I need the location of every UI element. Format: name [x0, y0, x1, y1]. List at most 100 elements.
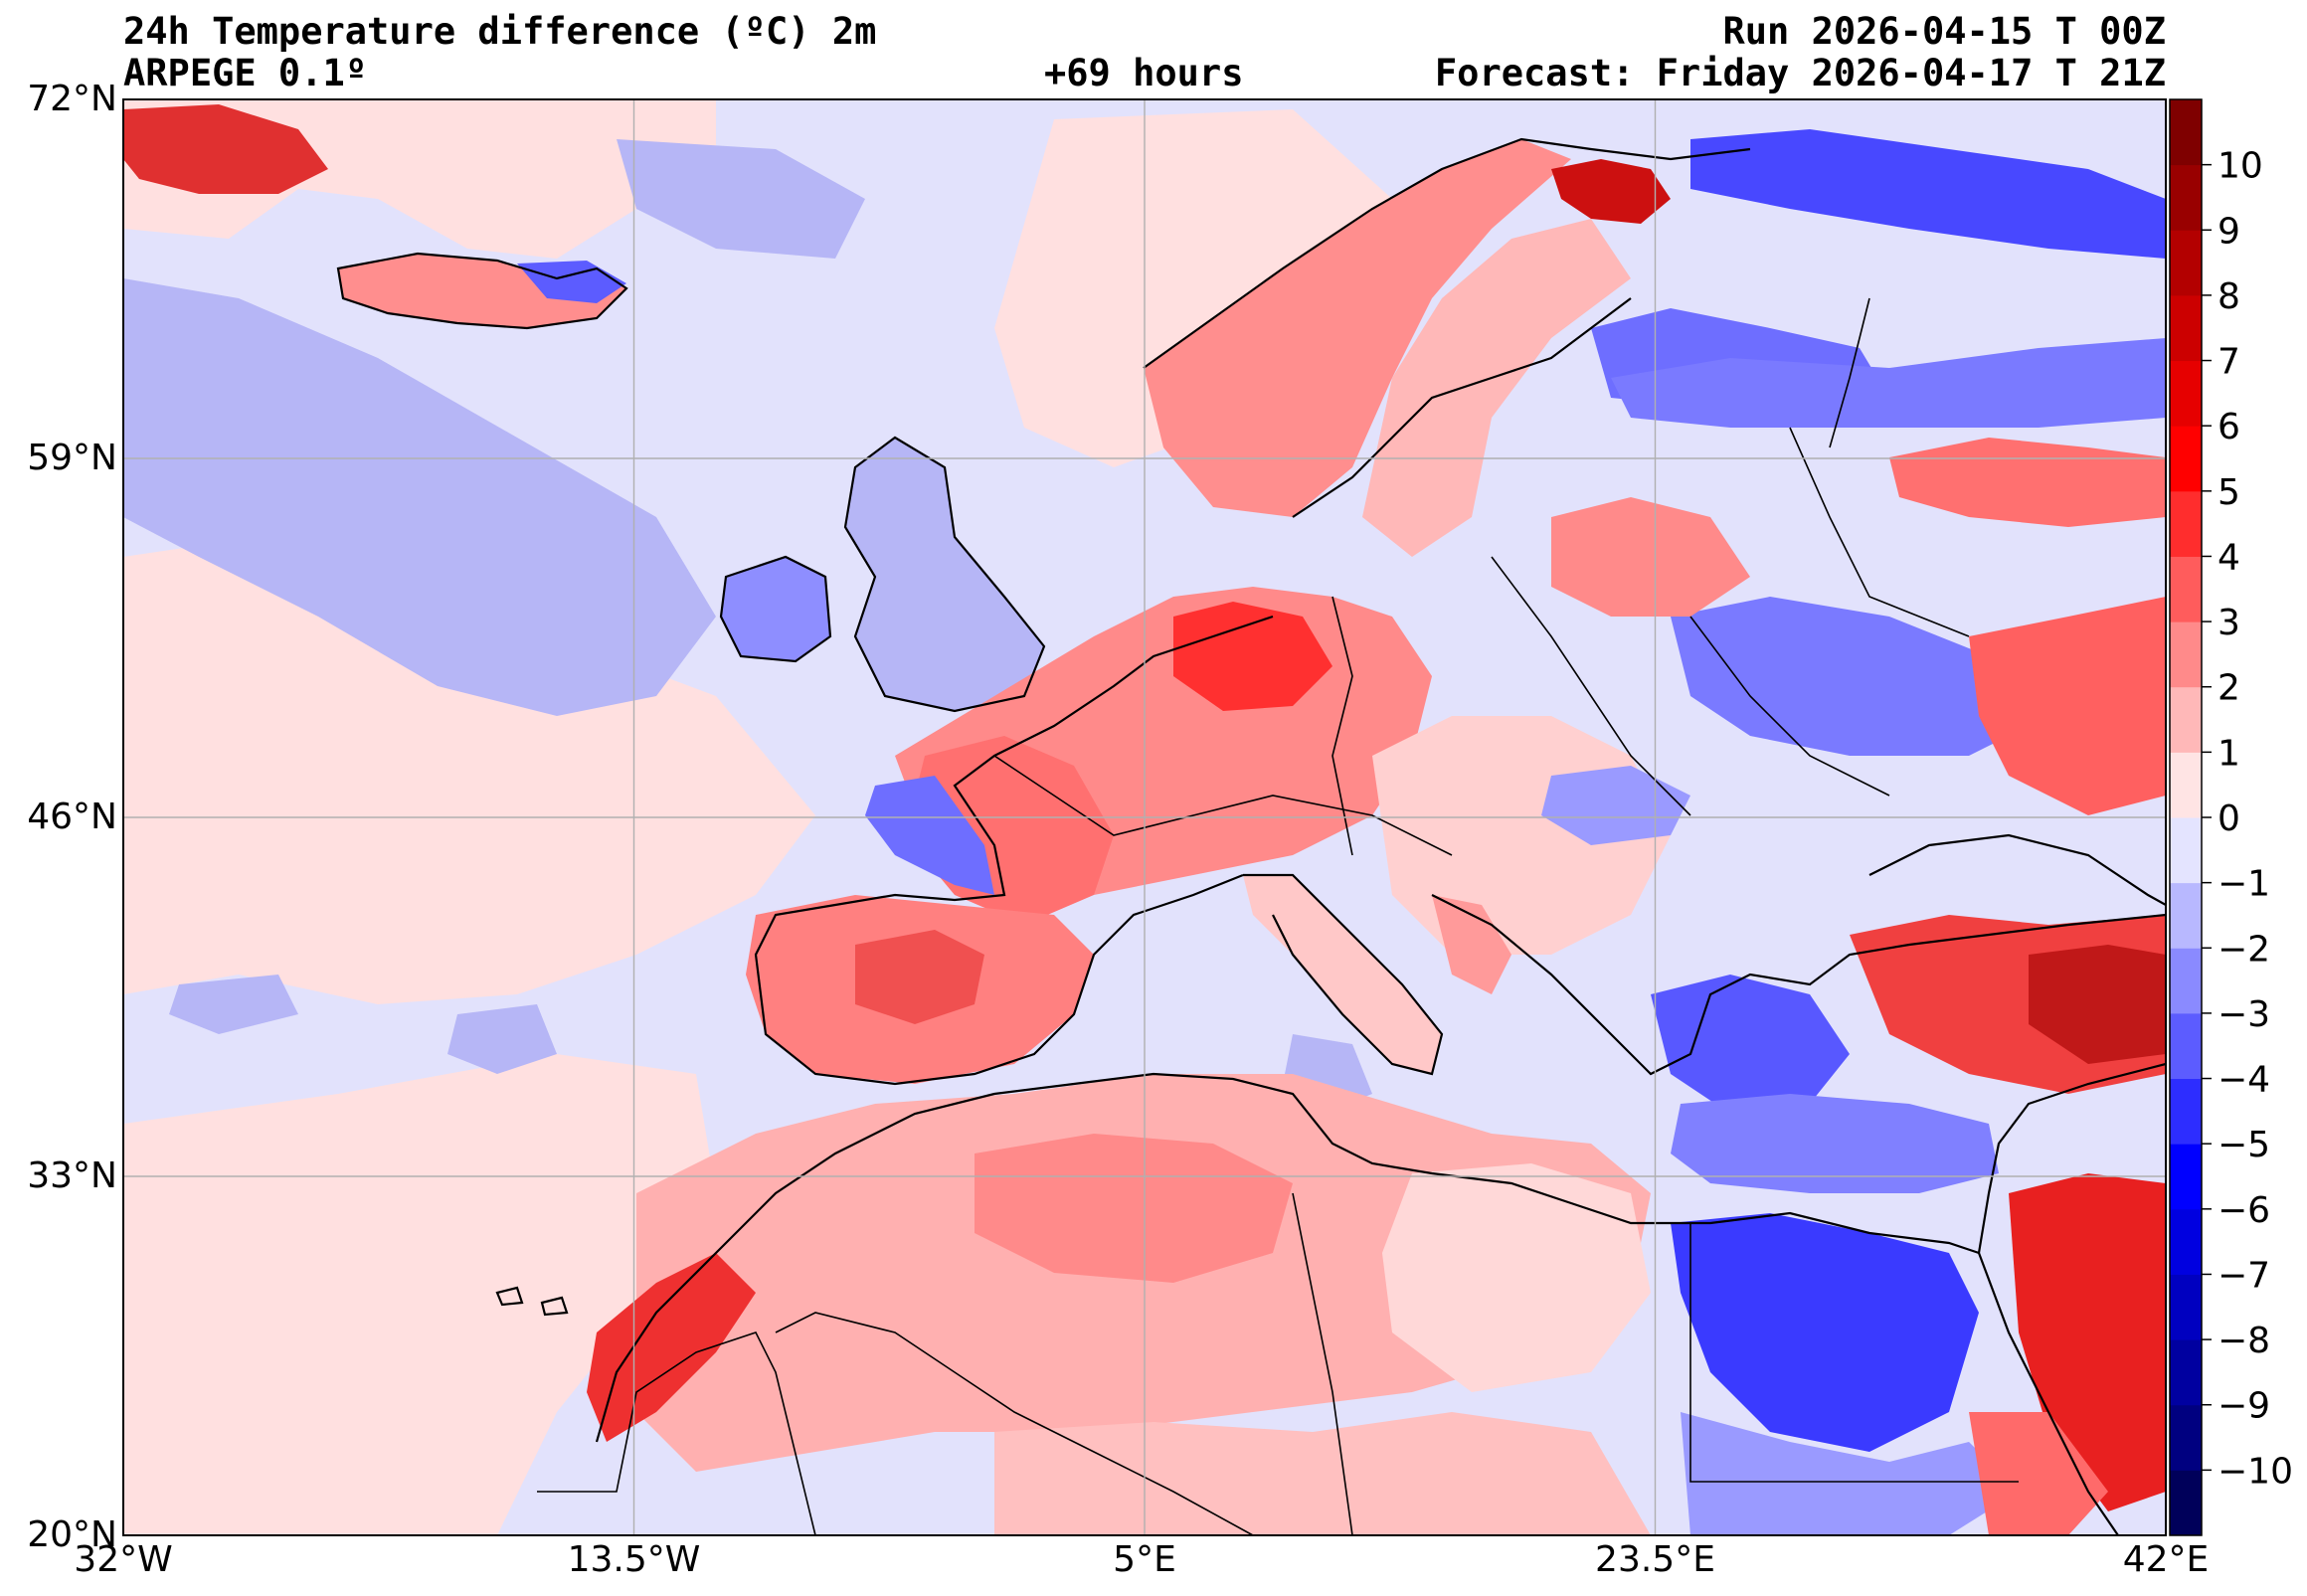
hungary-cool — [1541, 766, 1690, 845]
italy-pale — [1243, 875, 1442, 1074]
coast-iceland — [336, 252, 628, 330]
lat-tick-label: 33°N — [27, 1155, 117, 1196]
coast-balkans — [1431, 894, 2166, 1076]
colorbar-segment — [2170, 556, 2202, 622]
lon-tick-label: 5°E — [1113, 1539, 1176, 1580]
border-line-4 — [1689, 616, 1890, 797]
colorbar-tick-label: −2 — [2218, 929, 2270, 970]
valid-time: Forecast: Friday 2026-04-17 T 21Z — [1434, 52, 2166, 94]
border-line-5 — [1789, 427, 1970, 637]
colorbar-segment — [2170, 1274, 2202, 1340]
norway-warm — [1144, 139, 1571, 517]
colorbar-segment — [2170, 1404, 2202, 1471]
coast-baltic — [1292, 297, 1632, 518]
colorbar-tick-label: 6 — [2218, 407, 2240, 447]
colorbar-segment — [2170, 490, 2202, 557]
colorbar-segment — [2170, 882, 2202, 949]
colorbar-segment — [2170, 164, 2202, 231]
colorbar-tick-label: 1 — [2218, 733, 2240, 774]
adriatic-warm — [1432, 895, 1511, 994]
lon-tick-label: 23.5°E — [1595, 1539, 1715, 1580]
colorbar-tick-label: −6 — [2218, 1190, 2270, 1231]
colorbar-segment — [2170, 99, 2202, 166]
lon-tick-label: 32°W — [74, 1539, 173, 1580]
egypt-cool — [1671, 1213, 1979, 1452]
algeria-warm — [975, 1134, 1293, 1283]
baltic-warm — [1889, 438, 2166, 527]
border-line-7 — [775, 1312, 1254, 1535]
map-frame — [122, 98, 2167, 1536]
egypt-cool-outer — [1681, 1412, 2019, 1535]
coast-britain — [843, 436, 1046, 713]
colorbar-segment — [2170, 621, 2202, 688]
run-time: Run 2026-04-15 T 00Z — [1722, 10, 2166, 53]
iceland-warm — [338, 254, 626, 328]
germany-hot — [1173, 602, 1332, 711]
border-line-9 — [1689, 1223, 2019, 1483]
colorbar-segment — [2170, 1012, 2202, 1080]
ireland-cool — [721, 557, 830, 661]
colorbar-tick-label: −10 — [2218, 1451, 2293, 1492]
coast-canaries — [495, 1286, 569, 1317]
colorbar-segment — [2170, 1339, 2202, 1406]
colorbar-tick-label: −9 — [2218, 1386, 2270, 1427]
colorbar-tick-label: −1 — [2218, 864, 2270, 905]
colorbar-segment — [2170, 1208, 2202, 1275]
colorbar-tick-label: −8 — [2218, 1321, 2270, 1361]
britain-cool — [845, 438, 1044, 711]
atlantic-cool-west — [123, 278, 716, 716]
map-title: 24h Temperature difference (ºC) 2m — [123, 10, 877, 53]
coast-red-sea — [1977, 1252, 2119, 1535]
colorbar-segment — [2170, 1144, 2202, 1210]
colorbar-segment — [2170, 752, 2202, 818]
country-borders — [537, 297, 2019, 1535]
colorbar-tick-label: 2 — [2218, 668, 2240, 709]
sahara-south-warm — [994, 1412, 1651, 1535]
colorbar-tick-label: 9 — [2218, 211, 2240, 252]
poland-warm — [1551, 497, 1750, 617]
colorbar-tick-label: 10 — [2218, 146, 2263, 187]
colorbar-tick-label: 3 — [2218, 603, 2240, 643]
north-cape-hot — [1551, 159, 1671, 224]
colorbar-frame — [2169, 98, 2203, 1536]
colorbar-segment — [2170, 426, 2202, 492]
anatolia-very-hot — [2029, 945, 2166, 1064]
arctic-russia-cool — [1690, 129, 2166, 259]
border-line-3 — [1491, 556, 1691, 816]
russia-south-warm — [1969, 597, 2166, 815]
atlantic-warm-south — [123, 1054, 716, 1535]
coast-black-sea — [1868, 833, 2166, 906]
colorbar-tick-label: 4 — [2218, 537, 2240, 578]
colorbar-tick-label: −3 — [2218, 994, 2270, 1035]
colorbar-segment — [2170, 817, 2202, 884]
iberia-hot-core — [855, 930, 984, 1024]
colorbar-tick-label: 5 — [2218, 472, 2240, 513]
coast-italy — [1243, 873, 1444, 1076]
border-line-2 — [1331, 596, 1353, 856]
border-line-1 — [993, 755, 1453, 856]
coast-north-africa — [595, 1072, 1980, 1443]
lat-tick-label: 46°N — [27, 797, 117, 837]
colorbar-segment — [2170, 686, 2202, 753]
border-line-8 — [1292, 1192, 1353, 1535]
aegean-cool — [1651, 975, 1850, 1114]
lon-tick-label: 13.5°W — [567, 1539, 701, 1580]
lon-tick-label: 42°E — [2122, 1539, 2210, 1580]
sweden-warm — [1362, 219, 1631, 557]
libya-pale — [1382, 1163, 1651, 1392]
east-med-cool — [1671, 1094, 1999, 1193]
coast-ireland — [719, 555, 832, 663]
coast-europe-west — [754, 615, 1274, 1086]
red-sea-warm — [1969, 1412, 2108, 1535]
coast-norway — [1143, 137, 1751, 369]
model-name: ARPEGE 0.1º — [123, 52, 368, 94]
bay-of-biscay-cool — [865, 776, 994, 895]
atlantic-warm-band-mid — [123, 537, 815, 1004]
lat-tick-label: 72°N — [27, 79, 117, 119]
atlantic-cool-patch-3 — [447, 1004, 557, 1074]
morocco-hot — [587, 1253, 756, 1442]
lat-tick-label: 59°N — [27, 438, 117, 478]
colorbar-tick-label: 0 — [2218, 798, 2240, 839]
colorbar-segment — [2170, 360, 2202, 427]
